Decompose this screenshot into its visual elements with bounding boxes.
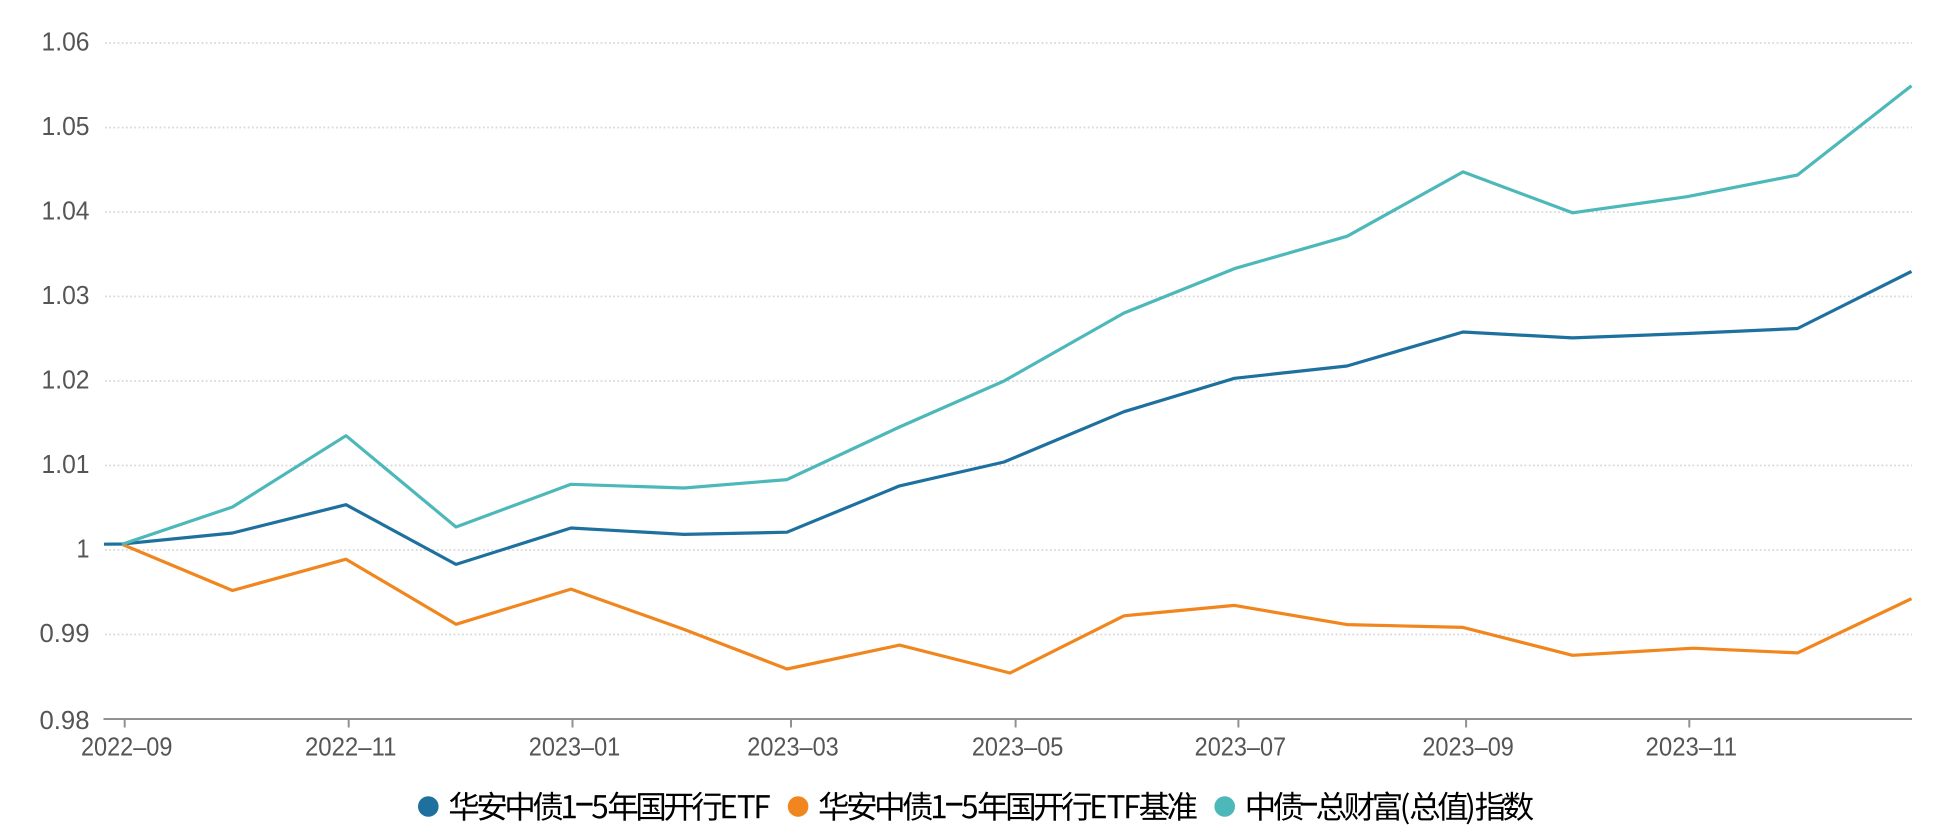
svg-text:2023–11: 2023–11 [1646, 731, 1738, 761]
svg-text:1.05: 1.05 [42, 111, 90, 141]
svg-text:2022–11: 2022–11 [305, 731, 397, 761]
svg-text:1.03: 1.03 [42, 280, 90, 310]
svg-text:2022–09: 2022–09 [81, 731, 173, 761]
svg-text:2023–01: 2023–01 [529, 731, 621, 761]
svg-text:0.98: 0.98 [40, 705, 90, 735]
svg-text:1.04: 1.04 [42, 196, 90, 226]
svg-text:2023–03: 2023–03 [747, 731, 839, 761]
svg-text:1: 1 [77, 534, 90, 564]
svg-text:1.01: 1.01 [42, 449, 90, 479]
svg-text:0.99: 0.99 [40, 618, 90, 648]
svg-text:2023–07: 2023–07 [1195, 731, 1287, 761]
svg-text:2023–09: 2023–09 [1422, 731, 1514, 761]
svg-text:1.06: 1.06 [42, 27, 90, 57]
svg-text:2023–05: 2023–05 [972, 731, 1064, 761]
svg-text:1.02: 1.02 [42, 365, 90, 395]
